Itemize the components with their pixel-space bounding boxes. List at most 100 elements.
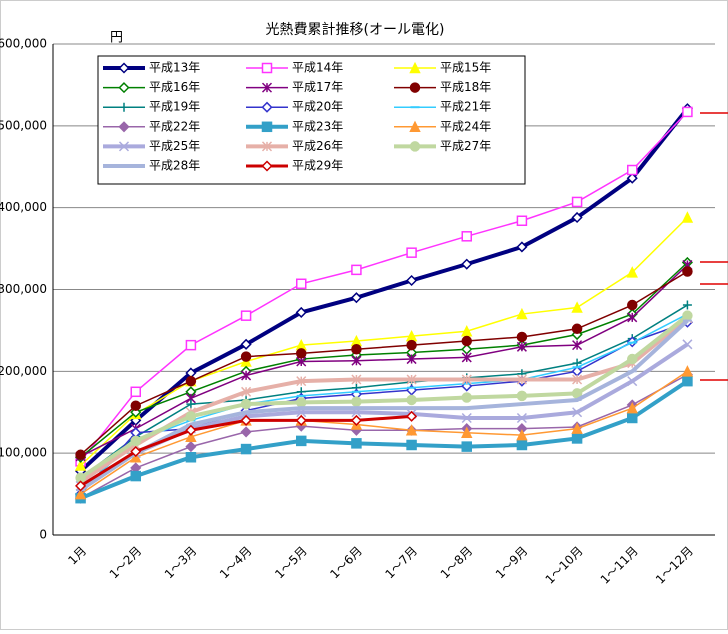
y-tick-label: 0 (39, 528, 47, 542)
chart-title: 光熱費累計推移(オール電化) (266, 22, 445, 38)
legend-label: 平成29年 (292, 159, 343, 173)
legend-label: 平成16年 (149, 80, 200, 94)
marker (74, 459, 87, 471)
y-tick-label: 100,000 (0, 446, 47, 460)
series (75, 375, 693, 504)
series-line (79, 107, 689, 473)
series (75, 106, 693, 467)
series-line (80, 373, 688, 499)
series (75, 310, 693, 483)
marker (406, 274, 418, 287)
marker (240, 310, 252, 321)
marker (627, 412, 638, 424)
marker (681, 365, 694, 377)
marker (261, 141, 273, 152)
marker (296, 435, 307, 447)
marker (118, 82, 130, 94)
marker (461, 412, 472, 424)
marker (185, 424, 197, 436)
marker (571, 323, 583, 335)
marker (130, 445, 142, 458)
marker (118, 141, 130, 152)
marker (516, 215, 528, 227)
marker (406, 339, 417, 351)
series-line (79, 314, 689, 480)
marker (461, 325, 473, 337)
marker (406, 394, 417, 406)
marker (261, 160, 273, 172)
marker (627, 353, 638, 365)
marker (130, 435, 141, 447)
legend-label: 平成26年 (292, 139, 343, 153)
legend-label: 平成14年 (292, 61, 343, 75)
marker (627, 312, 638, 323)
legend-label: 平成19年 (149, 100, 200, 114)
legend-label: 平成28年 (149, 159, 200, 173)
y-tick-label: 300,000 (0, 282, 47, 296)
marker (516, 439, 528, 451)
marker (682, 339, 693, 350)
marker (627, 164, 638, 176)
marker (682, 106, 693, 118)
legend-label: 平成17年 (292, 80, 343, 94)
marker (572, 340, 583, 351)
marker (119, 102, 129, 112)
series (75, 266, 693, 461)
marker (130, 451, 142, 463)
legend-label: 平成23年 (292, 119, 343, 133)
marker (295, 414, 307, 426)
marker (516, 390, 528, 402)
marker (185, 441, 197, 453)
legend-label: 平成27年 (440, 139, 491, 153)
marker (627, 299, 638, 311)
marker (572, 374, 583, 385)
series-line (80, 370, 688, 495)
marker (626, 172, 638, 184)
series-line (79, 319, 689, 492)
marker (626, 401, 638, 414)
series (75, 259, 693, 462)
marker (240, 338, 252, 350)
marker (185, 411, 197, 422)
marker (406, 439, 417, 451)
legend-label: 平成21年 (440, 100, 491, 114)
marker (461, 441, 472, 452)
marker (571, 301, 583, 313)
marker (240, 398, 252, 410)
series-line (79, 111, 688, 462)
marker (186, 399, 196, 409)
marker (406, 410, 418, 422)
marker (240, 443, 252, 455)
y-tick-label: 500,000 (0, 118, 47, 132)
marker (351, 355, 362, 366)
legend-label: 平成25年 (149, 139, 200, 153)
series (75, 410, 418, 492)
marker (296, 397, 307, 408)
marker (681, 211, 694, 223)
marker (130, 400, 141, 411)
series-line (80, 261, 688, 458)
marker (516, 341, 527, 352)
marker (185, 339, 197, 351)
marker (240, 426, 252, 438)
marker (241, 370, 252, 381)
marker (461, 374, 472, 385)
marker (406, 374, 417, 385)
marker (296, 376, 307, 387)
marker (406, 247, 417, 258)
marker (409, 82, 421, 93)
marker (461, 392, 472, 403)
marker (261, 62, 273, 74)
legend-label: 平成15年 (440, 61, 491, 75)
marker (571, 211, 583, 224)
marker (350, 292, 362, 304)
marker (571, 422, 583, 434)
marker (240, 351, 252, 362)
marker (351, 396, 362, 407)
marker (516, 412, 527, 424)
marker (75, 480, 87, 492)
series-line (79, 316, 689, 484)
marker (351, 438, 362, 449)
series-line (80, 264, 688, 458)
